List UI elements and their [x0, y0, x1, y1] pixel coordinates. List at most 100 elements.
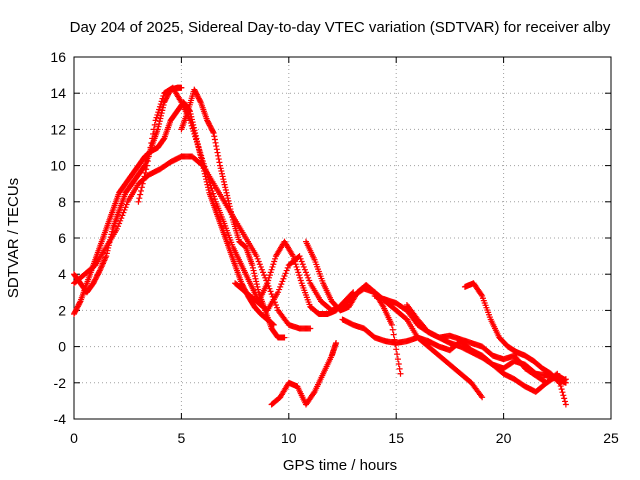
data-point [390, 331, 397, 338]
data-point [478, 291, 485, 298]
data-point [138, 187, 145, 194]
data-point [250, 267, 257, 274]
data-point [293, 263, 300, 270]
data-point [251, 273, 258, 280]
data-point [215, 156, 222, 163]
data-point [226, 203, 233, 210]
data-point [268, 266, 275, 273]
data-point [158, 98, 165, 105]
data-point [301, 266, 308, 273]
data-point [140, 177, 147, 184]
data-point [271, 258, 278, 265]
data-point [219, 173, 226, 180]
data-point [283, 267, 290, 274]
data-point [206, 179, 213, 186]
data-point [186, 117, 193, 124]
data-point [394, 351, 401, 358]
data-point [254, 283, 261, 290]
data-point [148, 139, 155, 146]
data-point [304, 272, 311, 279]
data-point [160, 101, 167, 108]
data-point [272, 301, 279, 308]
data-point [196, 147, 203, 154]
series-track-3 [71, 153, 314, 332]
data-point [193, 139, 200, 146]
data-point [199, 158, 206, 165]
data-point [269, 263, 276, 270]
data-point [249, 264, 256, 271]
data-point [264, 280, 271, 287]
y-tick-label: 14 [50, 85, 66, 101]
data-point [113, 225, 120, 232]
data-point [212, 139, 219, 146]
data-point [217, 162, 224, 169]
data-point [194, 141, 201, 148]
x-axis-label: GPS time / hours [283, 457, 397, 474]
data-point [211, 196, 218, 203]
data-point [226, 200, 233, 207]
data-point [562, 398, 569, 405]
data-point [154, 111, 161, 118]
data-point [268, 291, 275, 298]
data-point [178, 84, 185, 91]
data-point [122, 204, 129, 211]
data-point [296, 253, 303, 260]
data-point [559, 389, 566, 396]
data-point [275, 289, 282, 296]
data-point [211, 133, 218, 140]
data-point [267, 288, 274, 295]
data-point [202, 166, 209, 173]
data-point [188, 122, 195, 129]
data-point [146, 149, 153, 156]
y-tick-label: 16 [50, 49, 66, 65]
data-point [562, 401, 569, 408]
data-point [159, 95, 166, 102]
axis-ticks: 0 5 10 15 20 25 -4 -2 0 2 4 6 8 10 12 14 16 [50, 49, 619, 446]
series-track-11 [403, 301, 567, 386]
data-point [298, 258, 305, 265]
data-point [302, 269, 309, 276]
data-point [252, 275, 259, 282]
data-point [159, 107, 166, 114]
data-point [217, 165, 224, 172]
y-tick-label: 4 [58, 266, 66, 282]
data-point [296, 272, 303, 279]
data-point [214, 149, 221, 156]
data-point [144, 158, 151, 165]
data-point [157, 112, 164, 119]
data-point [209, 128, 216, 135]
data-point [103, 250, 110, 257]
data-point [396, 365, 403, 372]
data-point [144, 162, 151, 169]
data-point [284, 264, 291, 271]
data-point [281, 334, 288, 341]
data-point [394, 356, 401, 363]
data-point [121, 206, 128, 213]
y-axis-label: SDTVAR / TECUs [5, 178, 22, 298]
data-point [218, 170, 225, 177]
data-point [296, 274, 303, 281]
data-point [222, 184, 229, 191]
data-point [189, 125, 196, 132]
data-point [119, 212, 126, 219]
data-point [479, 394, 486, 401]
data-point [224, 195, 231, 202]
chart-title: Day 204 of 2025, Sidereal Day-to-day VTE… [70, 19, 611, 36]
data-point [157, 115, 164, 122]
data-point [558, 386, 565, 393]
y-tick-label: 2 [58, 302, 66, 318]
data-point [209, 187, 216, 194]
data-point [280, 275, 287, 282]
data-point [294, 266, 301, 273]
data-point [205, 174, 212, 181]
data-point [211, 193, 218, 200]
data-point [260, 269, 267, 276]
data-point [147, 144, 154, 151]
data-point [207, 182, 214, 189]
series-track-7 [268, 339, 340, 408]
data-point [153, 114, 160, 121]
data-point [295, 269, 302, 276]
data-point [213, 146, 220, 153]
data-point [156, 120, 163, 127]
data-point [265, 277, 272, 284]
